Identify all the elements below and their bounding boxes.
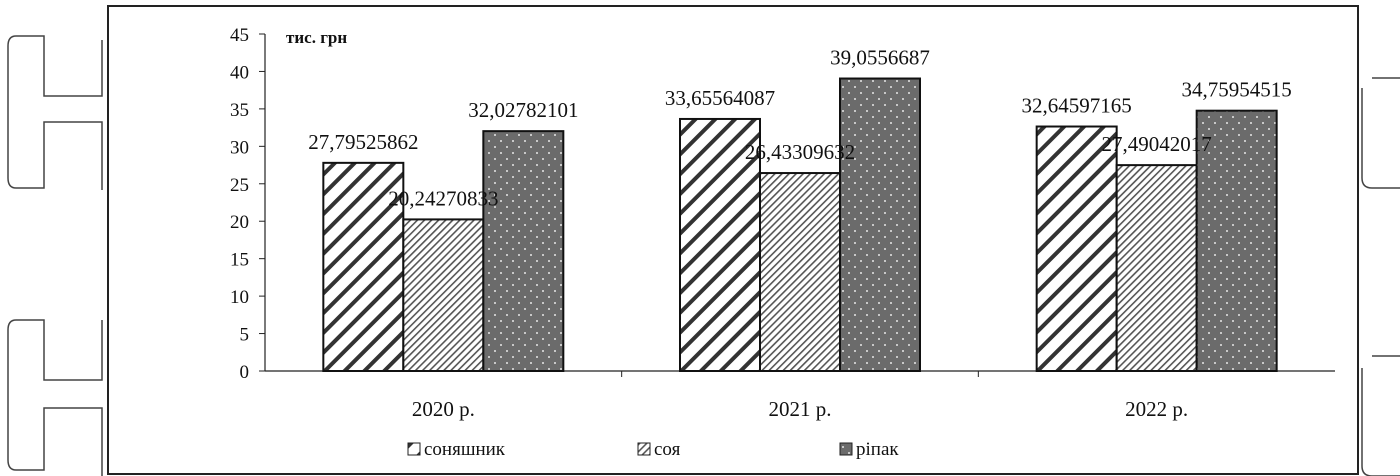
bar-soy [1115,164,1198,372]
bar-soy [759,172,841,372]
bar-rapeseed [482,130,565,372]
bar-sunflower [322,161,405,372]
data-label-soy: 26,43309632 [745,140,855,164]
data-label-soy: 27,49042017 [1102,132,1212,156]
y-tick-label: 10 [230,287,249,308]
y-tick-label: 20 [230,212,249,233]
bar-sunflower [679,117,761,372]
y-tick-label: 0 [240,362,250,383]
y-tick-label: 35 [230,100,249,121]
legend-item-sunflower: соняшник [407,439,506,460]
bar-soy [402,218,485,372]
legend-item-rapeseed: ріпак [839,439,899,460]
data-label-rapeseed: 32,02782101 [468,98,578,122]
y-tick-label: 25 [230,175,249,196]
chart-frame [107,5,1359,475]
bar-rapeseed [1195,109,1278,372]
data-labels: 27,79525862 20,24270833 32,02782101 33,6556… [308,46,1292,211]
left-binder-brackets [7,35,103,476]
legend-item-soy: соя [637,439,681,460]
legend-label-rapeseed: ріпак [856,439,899,460]
y-tick-label: 40 [230,62,249,83]
unit-label: тис. грн [286,28,347,47]
legend-label-soy: соя [654,439,681,460]
x-category-label: 2021 р. [769,397,832,421]
bar-rapeseed [839,77,921,372]
legend-swatch-soy [637,442,651,456]
data-label-sunflower: 32,64597165 [1022,94,1132,118]
y-tick-label: 30 [230,137,249,158]
data-label-soy: 20,24270833 [388,186,498,210]
data-label-rapeseed: 34,75954515 [1182,78,1292,102]
data-label-sunflower: 27,79525862 [308,130,418,154]
y-tick-label: 45 [230,25,249,46]
x-category-label: 2020 р. [412,397,475,421]
y-tick-label: 5 [240,325,250,346]
x-category-label: 2022 р. [1125,397,1188,421]
bars [322,77,1278,372]
legend: соняшник соя ріпак [407,439,899,460]
legend-swatch-rapeseed [839,442,853,456]
legend-label-sunflower: соняшник [424,439,506,460]
right-binder-brackets [1361,77,1400,476]
y-tick-label: 15 [230,250,249,271]
data-label-rapeseed: 39,0556687 [830,46,930,70]
legend-swatch-sunflower [407,442,421,456]
bar-sunflower [1035,125,1118,372]
category-labels: 2020 р. 2021 р. 2022 р. [412,397,1188,421]
data-label-sunflower: 33,65564087 [665,86,775,110]
